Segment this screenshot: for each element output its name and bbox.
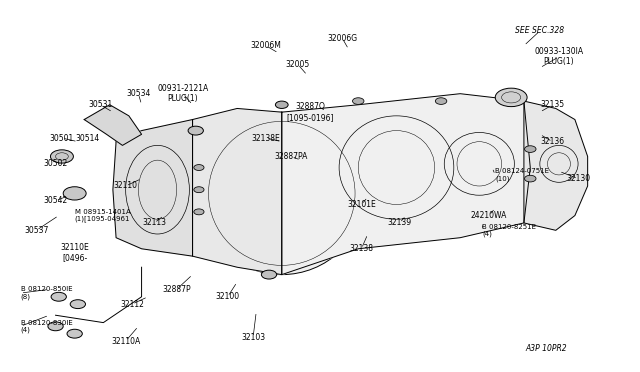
Text: 32006G: 32006G: [327, 34, 357, 43]
Text: B 08124-0751E
(10): B 08124-0751E (10): [495, 168, 549, 182]
Ellipse shape: [194, 187, 204, 193]
Text: B 08120-830lE
(4): B 08120-830lE (4): [20, 320, 72, 333]
Ellipse shape: [51, 292, 67, 301]
Text: 32110: 32110: [114, 182, 138, 190]
Ellipse shape: [67, 329, 83, 338]
Ellipse shape: [353, 98, 364, 105]
Text: 00933-130lA
PLUG(1): 00933-130lA PLUG(1): [534, 47, 584, 67]
Ellipse shape: [48, 322, 63, 331]
Text: 30542: 30542: [44, 196, 68, 205]
Text: 32112: 32112: [120, 300, 144, 309]
Polygon shape: [193, 109, 282, 275]
Text: 32103: 32103: [241, 333, 265, 342]
Polygon shape: [282, 94, 531, 275]
Ellipse shape: [51, 150, 74, 163]
Text: 32138E: 32138E: [252, 134, 280, 142]
Text: SEE SEC.328: SEE SEC.328: [515, 26, 564, 35]
Polygon shape: [524, 101, 588, 230]
Text: 32005: 32005: [285, 60, 310, 69]
Ellipse shape: [525, 146, 536, 153]
Ellipse shape: [70, 300, 86, 309]
Text: 32113: 32113: [142, 218, 166, 227]
Ellipse shape: [199, 112, 365, 275]
Text: 32887Q
[1095-0196]: 32887Q [1095-0196]: [287, 102, 334, 122]
Text: 32110A: 32110A: [111, 337, 140, 346]
Text: 32139: 32139: [388, 218, 412, 227]
Text: 32887PA: 32887PA: [275, 152, 308, 161]
Text: 00931-2121A
PLUG(1): 00931-2121A PLUG(1): [157, 84, 209, 103]
Text: 32887P: 32887P: [163, 285, 191, 294]
Ellipse shape: [261, 270, 276, 279]
Polygon shape: [84, 105, 141, 145]
Text: 30537: 30537: [24, 226, 49, 235]
Text: 32136: 32136: [541, 137, 564, 146]
Text: 30531: 30531: [88, 100, 112, 109]
Ellipse shape: [188, 126, 204, 135]
Text: 32130: 32130: [566, 174, 590, 183]
Ellipse shape: [194, 209, 204, 215]
Ellipse shape: [495, 88, 527, 107]
Text: 32101E: 32101E: [347, 200, 376, 209]
Polygon shape: [113, 119, 193, 256]
Ellipse shape: [275, 101, 288, 109]
Text: 32110E
[0496-: 32110E [0496-: [60, 243, 89, 262]
Text: M 08915-1401A
(1)[1095-04961: M 08915-1401A (1)[1095-04961: [75, 209, 131, 222]
Text: 32138: 32138: [349, 244, 373, 253]
Ellipse shape: [435, 98, 447, 105]
Text: B 08120-8251E
(4): B 08120-8251E (4): [483, 224, 536, 237]
Text: 32135: 32135: [541, 100, 564, 109]
Text: 24210WA: 24210WA: [470, 211, 507, 220]
Text: 32006M: 32006M: [250, 41, 281, 50]
Ellipse shape: [63, 187, 86, 200]
Text: 30534: 30534: [126, 89, 150, 98]
Text: 30502: 30502: [44, 159, 68, 169]
Text: B 08120-850lE
(8): B 08120-850lE (8): [20, 286, 72, 300]
Text: 32100: 32100: [216, 292, 239, 301]
Text: 30501: 30501: [50, 134, 74, 142]
Text: A3P 10PR2: A3P 10PR2: [525, 344, 567, 353]
Ellipse shape: [194, 164, 204, 170]
Text: 30514: 30514: [76, 134, 100, 142]
Ellipse shape: [525, 175, 536, 182]
